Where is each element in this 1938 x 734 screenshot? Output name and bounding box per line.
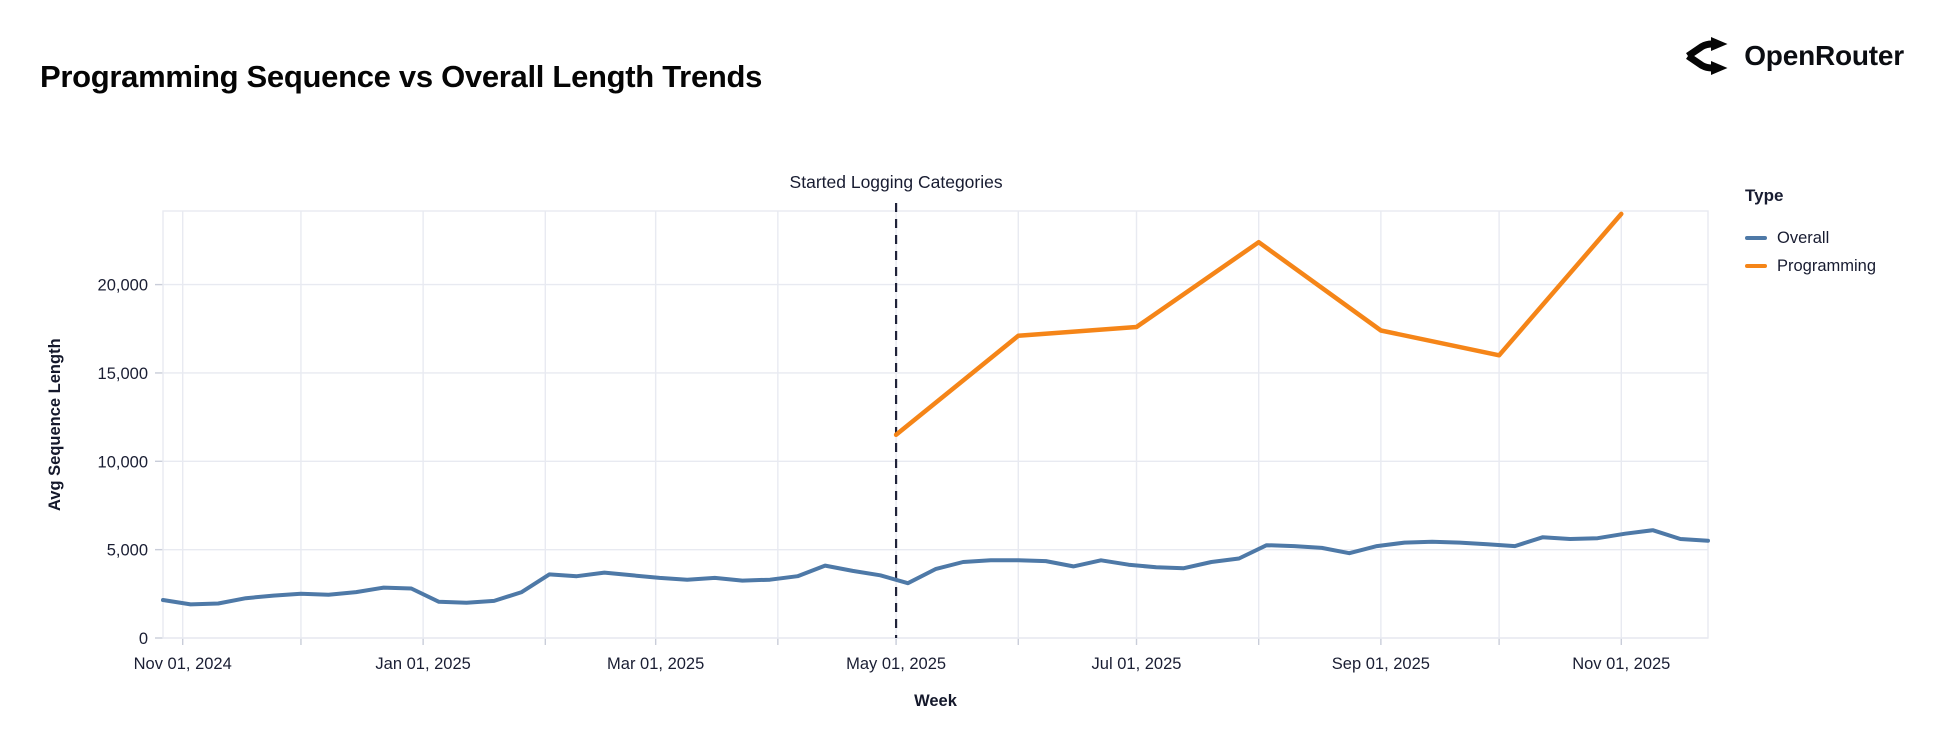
programming-line	[893, 211, 1624, 438]
x-tick-label: Nov 01, 2025	[1572, 655, 1670, 673]
y-axis-title: Avg Sequence Length	[46, 338, 64, 511]
overall-swatch	[1745, 235, 1767, 241]
programming-swatch	[1745, 263, 1767, 269]
x-tick-label: Jan 01, 2025	[375, 655, 470, 673]
x-tick-label: Mar 01, 2025	[607, 655, 704, 673]
y-tick-label: 15,000	[98, 365, 148, 383]
legend-title: Type	[1745, 186, 1784, 205]
legend-label-programming: Programming	[1777, 256, 1877, 275]
x-tick-label: Sep 01, 2025	[1332, 655, 1430, 673]
page-title: Programming Sequence vs Overall Length T…	[40, 58, 763, 94]
y-tick-label: 10,000	[98, 453, 148, 471]
plot-border	[162, 210, 1709, 639]
x-tick-label: Nov 01, 2024	[134, 655, 232, 673]
legend-label-overall: Overall	[1777, 228, 1830, 247]
overall-line	[161, 528, 1710, 607]
x-axis-title: Week	[914, 692, 957, 710]
legend: Type Overall Programming	[1745, 186, 1876, 280]
annotation-label: Started Logging Categories	[789, 172, 1003, 192]
openrouter-fork-icon	[1686, 36, 1730, 76]
x-tick-label: May 01, 2025	[846, 655, 946, 673]
legend-item-programming[interactable]: Programming	[1745, 252, 1876, 280]
y-tick-label: 5,000	[107, 542, 148, 560]
x-tick-label: Jul 01, 2025	[1092, 655, 1182, 673]
openrouter-logo: OpenRouter	[1686, 36, 1904, 76]
legend-item-overall[interactable]: Overall	[1745, 224, 1876, 252]
y-tick-label: 20,000	[98, 277, 148, 295]
brand-name: OpenRouter	[1744, 40, 1904, 71]
y-tick-label: 0	[139, 630, 148, 648]
